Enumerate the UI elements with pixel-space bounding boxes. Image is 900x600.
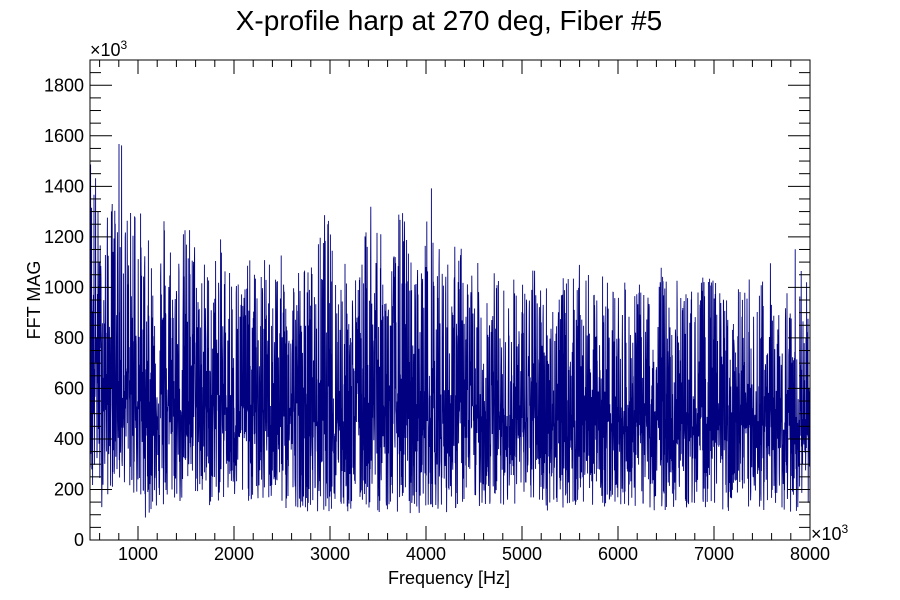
x-tick-label: 4000 — [406, 544, 446, 564]
x-axis: 1000 2000 3000 4000 5000 6000 7000 8000 — [99, 60, 830, 564]
x-tick-label: 2000 — [214, 544, 254, 564]
x-multiplier: ×103 — [811, 522, 849, 544]
y-tick-label: 1200 — [44, 227, 84, 247]
y-tick-label: 1600 — [44, 126, 84, 146]
x-tick-label: 6000 — [598, 544, 638, 564]
x-multiplier-base: ×10 — [811, 524, 842, 544]
x-tick-label: 8000 — [790, 544, 830, 564]
y-multiplier-exponent: 3 — [121, 38, 128, 52]
y-tick-label: 800 — [54, 328, 84, 348]
y-multiplier: ×103 — [90, 38, 128, 60]
data-layer — [89, 143, 811, 518]
x-tick-label: 7000 — [694, 544, 734, 564]
y-tick-label: 1000 — [44, 277, 84, 297]
x-multiplier-exponent: 3 — [842, 522, 849, 536]
y-tick-label: 1800 — [44, 75, 84, 95]
chart-title: X-profile harp at 270 deg, Fiber #5 — [236, 5, 662, 36]
y-tick-label: 1400 — [44, 176, 84, 196]
x-tick-label: 3000 — [310, 544, 350, 564]
y-tick-label: 200 — [54, 479, 84, 499]
y-tick-label: 0 — [74, 530, 84, 550]
series-line — [89, 143, 811, 518]
y-tick-label: 400 — [54, 429, 84, 449]
y-axis: 0 200 400 600 800 1000 1200 1400 1600 1800 — [44, 59, 810, 550]
x-tick-label: 1000 — [118, 544, 158, 564]
y-multiplier-base: ×10 — [90, 40, 121, 60]
x-axis-label: Frequency [Hz] — [388, 568, 510, 588]
x-tick-label: 5000 — [502, 544, 542, 564]
y-axis-label: FFT MAG — [24, 261, 44, 340]
y-tick-label: 600 — [54, 378, 84, 398]
